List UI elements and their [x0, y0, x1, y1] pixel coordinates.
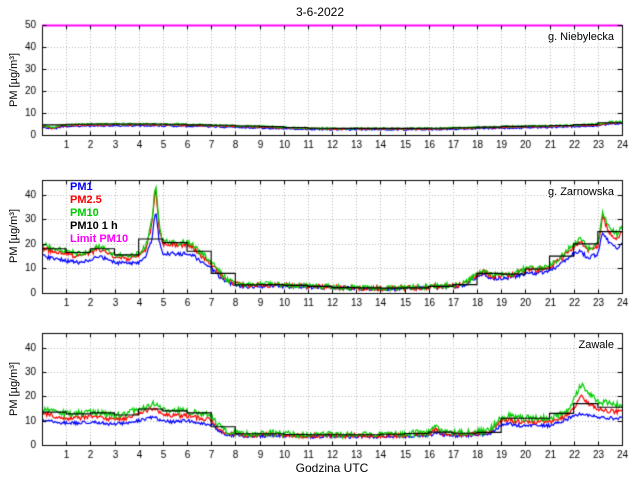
legend-item-pm10-1h: PM10 1 h — [70, 220, 118, 232]
x-axis-label: Godzina UTC — [295, 461, 369, 475]
y-axis-label: PM [µg/m³] — [8, 208, 20, 264]
legend: PM1 PM2.5 PM10 PM10 1 h Limit PM10 — [70, 181, 128, 246]
station-label-niebylecka: g. Niebylecka — [547, 31, 614, 43]
legend-item-pm10: PM10 — [70, 207, 99, 219]
station-label-zarnowska: g. Zarnowska — [547, 186, 614, 198]
legend-item-pm1: PM1 — [70, 181, 93, 193]
chart-title: 3-6-2022 — [295, 5, 345, 19]
station-label-zawale: Zawale — [578, 339, 614, 351]
legend-item-pm25: PM2.5 — [70, 194, 102, 206]
y-axis-label: PM [µg/m³] — [8, 52, 20, 108]
y-axis-label: PM [µg/m³] — [8, 361, 20, 417]
legend-item-limit-pm10: Limit PM10 — [70, 233, 129, 245]
